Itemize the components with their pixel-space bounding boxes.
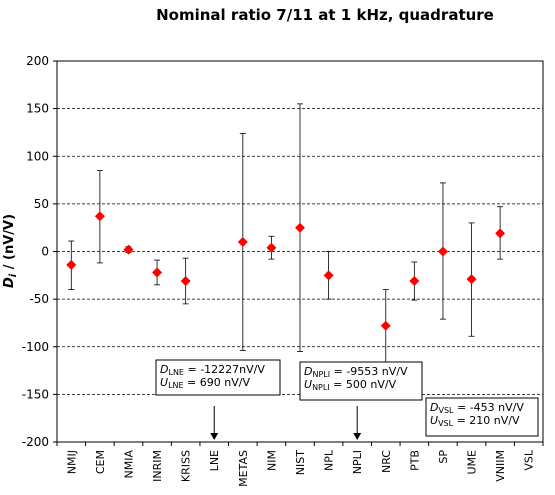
x-tick-label: NMIA (122, 450, 135, 479)
data-points (66, 211, 506, 331)
data-point (237, 236, 248, 247)
x-tick-label: NPLI (351, 450, 364, 474)
x-tick-label: NIM (265, 450, 278, 471)
y-tick-label: 50 (34, 197, 49, 211)
annotation-line: DNPLI = -9553 nV/V (304, 365, 408, 379)
x-tick-label: KRISS (180, 450, 193, 482)
data-point (94, 211, 105, 222)
data-point (437, 246, 448, 257)
y-tick-label: -100 (22, 340, 49, 354)
chart-title: Nominal ratio 7/11 at 1 kHz, quadrature (156, 6, 494, 24)
data-point (495, 228, 506, 239)
y-tick-label: 150 (26, 102, 49, 116)
annotation-border (155, 359, 281, 396)
x-tick-label: CEM (94, 450, 107, 474)
error-bars (68, 103, 504, 364)
annotation-line: ULNE = 690 nV/V (160, 376, 250, 390)
annotation-border (425, 397, 539, 437)
x-tick-label: NIST (294, 450, 307, 475)
data-point (323, 270, 334, 281)
y-axis-label: Di / (nV/V) (2, 214, 19, 288)
annotation-line: DVSL = -453 nV/V (430, 401, 524, 415)
x-tick-label: INRIM (151, 450, 164, 482)
x-tick-label: VSL (523, 449, 536, 471)
x-tick-label: UME (466, 450, 479, 475)
x-tick-label: NPL (323, 449, 336, 471)
x-tick-label: PTB (408, 450, 421, 471)
offscale-arrows (210, 406, 362, 440)
x-tick-label: NMIJ (65, 450, 78, 474)
x-tick-label: VNIIM (494, 450, 507, 482)
annotation-line: DLNE = -12227nV/V (160, 363, 265, 377)
y-tick-label: 100 (26, 149, 49, 163)
data-point (295, 222, 305, 233)
annotation-border (299, 361, 423, 401)
y-tick-label: -200 (22, 435, 49, 449)
x-axis: NMIJ CEM NMIA INRIM KRISS LNE METAS NIM NIST NPL N… (56, 442, 544, 487)
data-point (409, 276, 420, 287)
data-point (266, 242, 277, 253)
annotation-line: UNPLI = 500 nV/V (304, 378, 397, 392)
annotation-line: UVSL = 210 nV/V (430, 414, 520, 428)
offscale-arrow-head (353, 433, 362, 440)
data-point (66, 259, 77, 270)
x-tick-label: METAS (237, 450, 250, 487)
y-tick-label: -50 (29, 292, 49, 306)
data-point (380, 320, 391, 331)
data-point (123, 244, 134, 255)
x-tick-label: SP (437, 450, 450, 464)
x-tick-label: NRC (380, 450, 393, 473)
y-tick-label: 200 (26, 54, 49, 68)
offscale-arrow-head (210, 433, 219, 440)
x-tick-label: LNE (208, 450, 221, 471)
data-point (180, 276, 191, 287)
y-tick-label: 0 (41, 245, 49, 259)
y-axis: -200 -150 -100 -50 0 50 100 150 200 (22, 54, 57, 449)
data-point (152, 267, 163, 278)
y-tick-label: -150 (22, 387, 49, 401)
data-point (466, 274, 477, 285)
